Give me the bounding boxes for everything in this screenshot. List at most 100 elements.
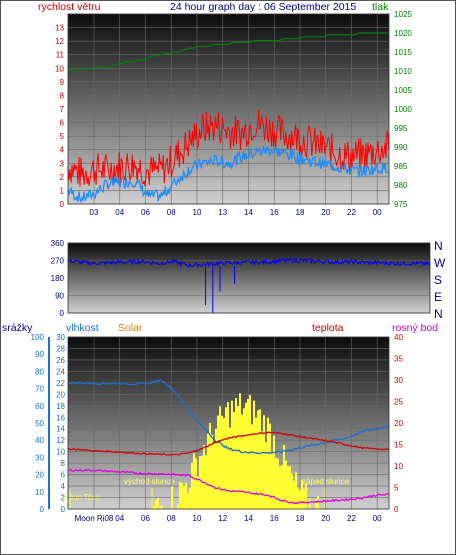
- left-axis-tick-label: 9: [60, 78, 65, 87]
- x-axis-tick-label: 13: [218, 208, 227, 217]
- x-axis-tick-label: 12: [218, 514, 227, 523]
- left-axis-tick-label: 4: [60, 146, 65, 155]
- x-axis-tick-label: 14: [244, 208, 253, 217]
- x-axis-tick-label: 03: [90, 208, 99, 217]
- compass-label: S: [434, 273, 442, 287]
- temperature-axis-tick-label: 25: [394, 398, 403, 407]
- left-axis-tick-label: 2: [60, 173, 65, 182]
- right-axis-tick-label: 975: [394, 200, 408, 209]
- x-axis-tick-label: 20: [321, 514, 330, 523]
- x-axis-tick-label: 04: [115, 514, 124, 523]
- right-axis-tick-label: 1020: [394, 29, 412, 38]
- right-axis-tick-label: 990: [394, 143, 408, 152]
- compass-label: N: [434, 307, 443, 321]
- temperature-axis-tick-label: 10: [394, 462, 403, 471]
- humidity-axis-tick-label: 16: [56, 413, 65, 422]
- x-axis-tick-label: 04: [115, 208, 124, 217]
- compass-label: W: [434, 256, 446, 270]
- humidity-axis-tick-label: 26: [56, 356, 65, 365]
- plot-border: [67, 336, 390, 510]
- humidity-axis-tick-label: 0: [61, 505, 66, 514]
- direction-axis-tick-label: 0: [60, 309, 65, 318]
- x-axis-tick-label: 22: [347, 208, 356, 217]
- temperature-axis-tick-label: 0: [394, 505, 399, 514]
- humidity-axis-tick-label: 28: [56, 344, 65, 353]
- x-axis-tick-label: 18: [296, 514, 305, 523]
- x-axis-tick-label: 18: [296, 208, 305, 217]
- right-axis-tick-label: 1005: [394, 86, 412, 95]
- humidity-axis-tick-label: 24: [56, 367, 65, 376]
- right-axis-tick-label: 980: [394, 181, 408, 190]
- solar-label: Solar: [118, 322, 143, 334]
- dewpoint-label: rosný bod: [392, 322, 438, 334]
- humidity-axis-tick-label: 10: [56, 448, 65, 457]
- wind-direction-line: [67, 256, 431, 269]
- plot-border: [67, 13, 390, 205]
- rain-axis-tick-label: 60: [35, 402, 44, 411]
- left-axis-tick-label: 5: [60, 132, 65, 141]
- humidity-axis-tick-label: 12: [56, 436, 65, 445]
- direction-axis-tick-label: 270: [51, 257, 65, 266]
- left-axis-tick-label: 0: [60, 200, 65, 209]
- x-axis-tick-label: 16: [270, 514, 279, 523]
- right-axis-tick-label: 1015: [394, 48, 412, 57]
- x-axis-tick-label: 00: [373, 208, 382, 217]
- humidity-axis-tick-label: 18: [56, 402, 65, 411]
- humidity-axis-tick-label: 30: [56, 333, 65, 342]
- right-axis-tick-label: 1000: [394, 105, 412, 114]
- direction-axis-tick-label: 180: [51, 274, 65, 283]
- rain-axis-tick-label: 40: [35, 436, 44, 445]
- left-axis-tick-label: 8: [60, 91, 65, 100]
- left-axis-tick-label: 11: [56, 51, 65, 60]
- x-axis-tick-label: 06: [141, 208, 150, 217]
- chart-title: 24 hour graph day : 06 September 2015: [170, 1, 356, 13]
- humidity-axis-tick-label: 2: [61, 494, 66, 503]
- x-axis-tick-label: 08: [167, 208, 176, 217]
- temperature-axis-tick-label: 15: [394, 441, 403, 450]
- x-axis-tick-label: 10: [193, 514, 202, 523]
- x-axis-tick-label: 06: [141, 514, 150, 523]
- humidity-axis-tick-label: 20: [56, 390, 65, 399]
- right-axis-tick-label: 1010: [394, 67, 412, 76]
- humidity-axis-tick-label: 6: [61, 471, 66, 480]
- rain-axis-tick-label: 70: [35, 385, 44, 394]
- plot-border: [67, 242, 431, 314]
- compass-label: N: [434, 239, 443, 253]
- rain-axis-tick-label: 80: [35, 367, 44, 376]
- direction-axis-tick-label: 360: [51, 239, 65, 248]
- sunrise-label: východ slunce: [124, 477, 175, 486]
- direction-axis-tick-label: 90: [55, 292, 64, 301]
- humidity-axis-tick-label: 22: [56, 379, 65, 388]
- left-axis-tick-label: 6: [60, 119, 65, 128]
- x-axis-tick-label: 00: [373, 514, 382, 523]
- humidity-line: [67, 378, 390, 455]
- temperature-label: teplota: [312, 322, 344, 334]
- wind-average-line: [67, 146, 390, 203]
- pressure-line: [67, 32, 389, 72]
- x-axis-tick-label: Moon Ri08: [75, 514, 114, 523]
- left-axis-tick-label: 7: [60, 105, 65, 114]
- rain-label: srážky: [2, 322, 33, 334]
- temperature-axis-tick-label: 35: [394, 355, 403, 364]
- x-axis-tick-label: 10: [193, 208, 202, 217]
- left-axis-tick-label: 1: [60, 186, 65, 195]
- rain-axis-tick-label: 30: [35, 453, 44, 462]
- right-axis-tick-label: 1025: [394, 10, 412, 19]
- dewpoint-line: [67, 468, 390, 505]
- wind-speed-label: rychlost větru: [38, 1, 101, 13]
- x-axis-tick-label: 08: [167, 514, 176, 523]
- chart-series: [67, 32, 431, 509]
- temperature-axis-tick-label: 5: [394, 484, 399, 493]
- humidity-axis-tick-label: 14: [56, 425, 65, 434]
- rain-axis-tick-label: 10: [35, 488, 44, 497]
- humidity-label: vlhkost: [66, 322, 99, 334]
- humidity-axis-tick-label: 4: [61, 482, 66, 491]
- x-axis-tick-label: 20: [321, 208, 330, 217]
- humidity-axis-tick-label: 8: [61, 459, 66, 468]
- x-axis-tick-label: 16: [270, 208, 279, 217]
- wind-gust-line: [67, 110, 390, 187]
- left-axis-tick-label: 10: [55, 64, 64, 73]
- left-axis-tick-label: 3: [60, 159, 65, 168]
